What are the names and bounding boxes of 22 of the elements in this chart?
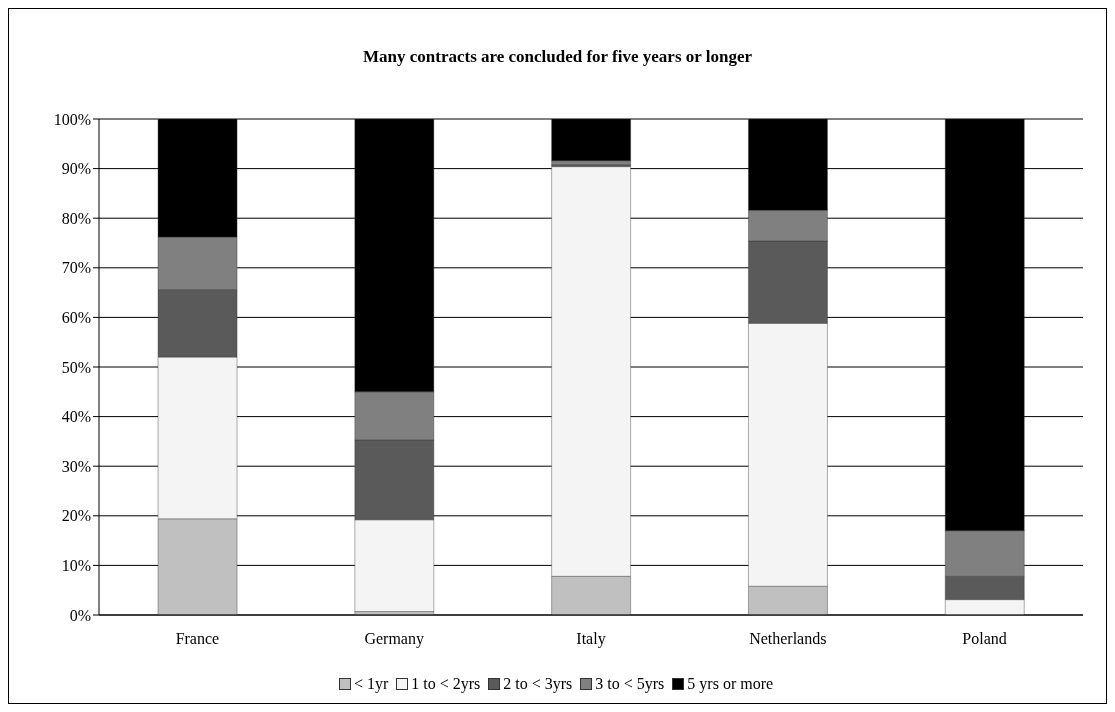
x-tick-label: Poland (962, 630, 1007, 648)
y-tick-label: 80% (61, 209, 91, 227)
chart-title: Many contracts are concluded for five years or longer (361, 46, 753, 68)
x-tick-label: Germany (364, 630, 424, 649)
y-tick-label: 50% (61, 358, 91, 376)
legend-label: 3 to < 5yrs (595, 675, 665, 693)
legend-label: 5 yrs or more (687, 675, 774, 693)
legend-label: < 1yr (353, 675, 389, 693)
y-tick-label: 40% (61, 408, 91, 426)
y-tick-label: 60% (61, 309, 91, 327)
y-tick-label: 20% (61, 507, 91, 525)
y-tick-label: 30% (61, 457, 91, 475)
legend-label: 1 to < 2yrs (411, 675, 481, 693)
y-tick-label: 100% (53, 110, 91, 128)
y-tick-label: 0% (69, 606, 91, 624)
x-tick-label: France (175, 630, 220, 648)
x-tick-label: Italy (576, 630, 606, 649)
y-tick-label: 10% (61, 557, 91, 575)
x-tick-label: Netherlands (749, 630, 827, 648)
legend-label: 2 to < 3yrs (503, 675, 573, 693)
y-tick-label: 90% (61, 160, 91, 178)
y-tick-label: 70% (61, 259, 91, 277)
